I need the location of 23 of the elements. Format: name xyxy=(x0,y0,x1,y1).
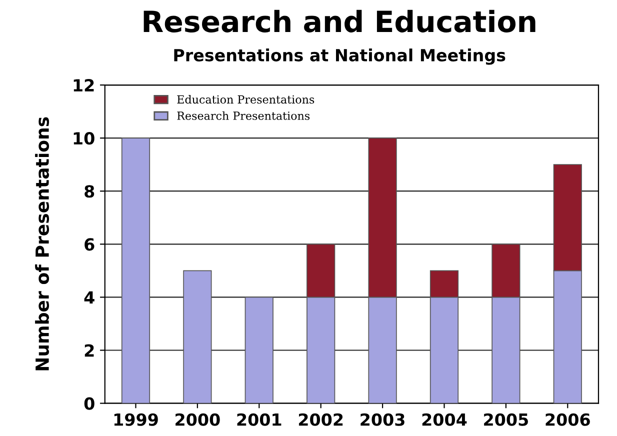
x-tick-label: 2005 xyxy=(484,413,528,426)
bar xyxy=(183,270,212,404)
y-tick-label: 6 xyxy=(84,238,94,251)
chart-title: Research and Education xyxy=(144,10,536,32)
y-tick-label: 10 xyxy=(74,132,94,145)
x-tick-label: 2002 xyxy=(298,413,343,426)
x-tick-label: 1999 xyxy=(114,413,158,426)
bar xyxy=(244,296,274,404)
y-tick-label: 12 xyxy=(74,78,94,92)
y-tick-label: 2 xyxy=(84,344,94,357)
x-tick-label: 2001 xyxy=(237,413,282,426)
x-tick-label: 2004 xyxy=(422,413,467,426)
bar xyxy=(121,138,150,404)
y-axis-title: Number of Presentations xyxy=(35,117,50,370)
chart-subtitle: Presentations at National Meetings xyxy=(174,48,506,65)
x-tick-label: 2000 xyxy=(176,413,220,426)
y-tick-label: 4 xyxy=(84,291,94,304)
x-tick-label: 2003 xyxy=(360,413,404,426)
legend-label: Education Presentations xyxy=(177,95,314,104)
y-tick-label: 0 xyxy=(84,397,94,410)
x-tick-label: 2006 xyxy=(546,413,590,426)
y-tick-label: 8 xyxy=(84,185,94,198)
legend-label: Research Presentations xyxy=(177,111,310,120)
